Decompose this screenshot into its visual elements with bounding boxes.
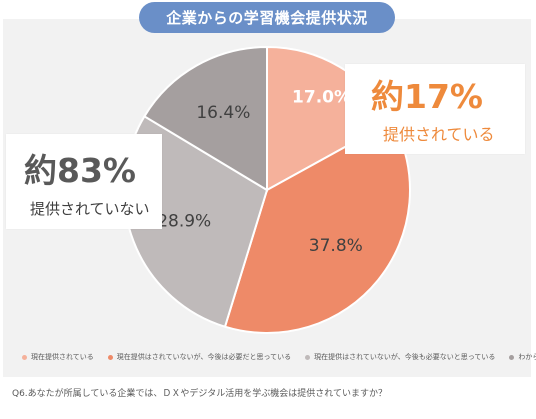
chart-title: 企業からの学習機会提供状況 <box>139 2 395 33</box>
legend-label: 現在提供はされていないが、今後は必要だと思っている <box>116 353 292 361</box>
pie-slice-label: 28.9% <box>157 212 211 232</box>
legend-label: 現在提供されている <box>31 353 94 361</box>
legend-item: 現在提供されている <box>22 352 94 362</box>
legend-label: 現在提供はされていないが、今後も必要ないと思っている <box>314 353 496 361</box>
pie-slice-label: 16.4% <box>196 103 250 123</box>
legend-label: わからない <box>518 353 536 361</box>
callout-not-provided: 約83% 提供されていない <box>6 134 162 229</box>
pie-slice-label: 17.0% <box>292 88 351 108</box>
legend-swatch <box>305 354 311 360</box>
pie-slice-label: 37.8% <box>309 236 363 256</box>
legend-item: わからない <box>509 352 536 362</box>
legend-item: 現在提供はされていないが、今後は必要だと思っている <box>107 352 292 362</box>
callout-provided-label: 提供されている <box>383 125 495 144</box>
legend-swatch <box>22 354 27 360</box>
callout-provided-value: 約17% <box>371 77 483 116</box>
legend-item: 現在提供はされていないが、今後も必要ないと思っている <box>305 352 495 362</box>
callout-not-provided-value: 約83% <box>24 151 136 190</box>
chart-legend: 現在提供されている 現在提供はされていないが、今後は必要だと思っている 現在提供はさ… <box>22 350 536 364</box>
survey-question-footnote: Q6.あなたが所属している企業では、ＤＸやデジタル活用を学ぶ機会は提供されていま… <box>12 389 387 399</box>
callout-not-provided-label: 提供されていない <box>30 200 150 218</box>
pie-slice <box>143 45 268 192</box>
pie-slice <box>223 119 411 334</box>
callout-provided: 約17% 提供されている <box>345 64 525 154</box>
legend-swatch <box>107 354 113 360</box>
legend-swatch <box>509 354 515 360</box>
